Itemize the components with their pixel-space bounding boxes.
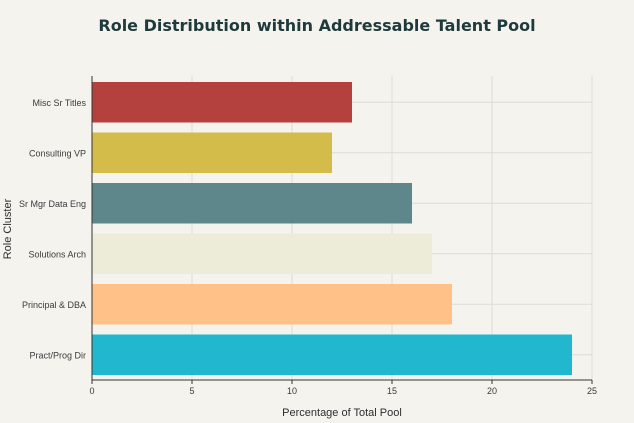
bar (92, 132, 332, 173)
y-tick-label: Consulting VP (29, 148, 86, 158)
x-tick-label: 20 (487, 386, 497, 396)
y-tick-label: Misc Sr Titles (32, 98, 86, 108)
x-tick-label: 10 (287, 386, 297, 396)
x-tick-label: 15 (387, 386, 397, 396)
bars (92, 82, 572, 375)
x-tick-label: 25 (587, 386, 597, 396)
y-tick-label: Solutions Arch (28, 249, 86, 259)
y-tick-label: Pract/Prog Dir (29, 350, 86, 360)
y-tick-label: Sr Mgr Data Eng (19, 199, 86, 209)
x-axis-label: Percentage of Total Pool (282, 407, 402, 419)
bar (92, 233, 432, 274)
bar (92, 334, 572, 375)
bar (92, 183, 412, 224)
y-axis-label: Role Cluster (2, 198, 14, 259)
bar (92, 284, 452, 325)
chart-title: Role Distribution within Addressable Tal… (98, 16, 535, 35)
axes: 0 5 10 15 20 25 Misc Sr Titles Consulting VP Sr … (19, 76, 597, 396)
bar (92, 82, 352, 123)
x-tick-label: 5 (189, 386, 194, 396)
y-tick-label: Principal & DBA (22, 300, 86, 310)
x-tick-label: 0 (89, 386, 94, 396)
